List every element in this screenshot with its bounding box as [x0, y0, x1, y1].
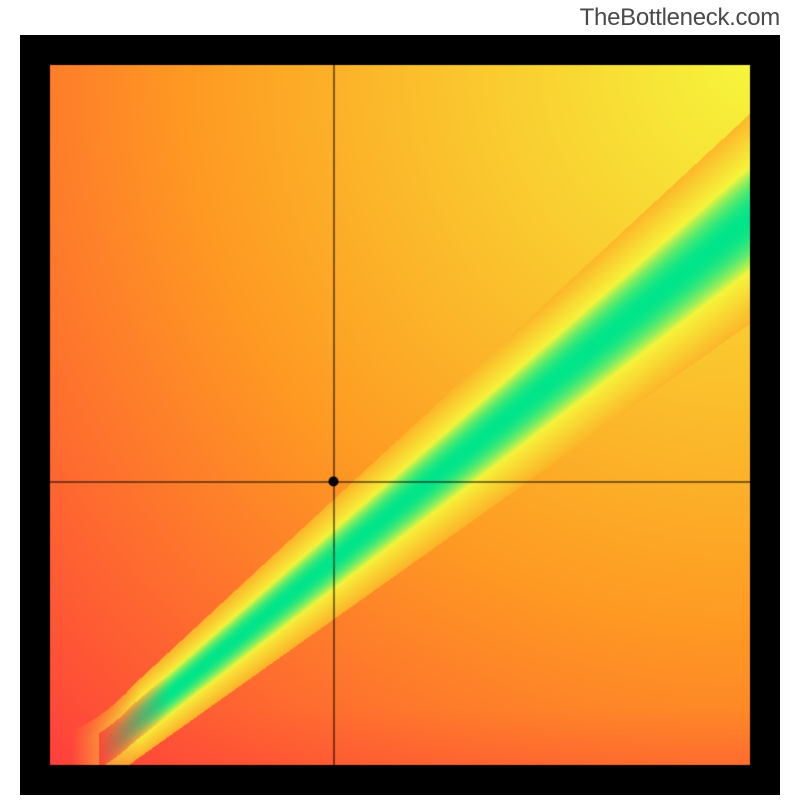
watermark-text: TheBottleneck.com [580, 4, 780, 32]
chart-container: TheBottleneck.com [0, 0, 800, 800]
heatmap-canvas [20, 35, 780, 795]
chart-frame [20, 35, 780, 795]
